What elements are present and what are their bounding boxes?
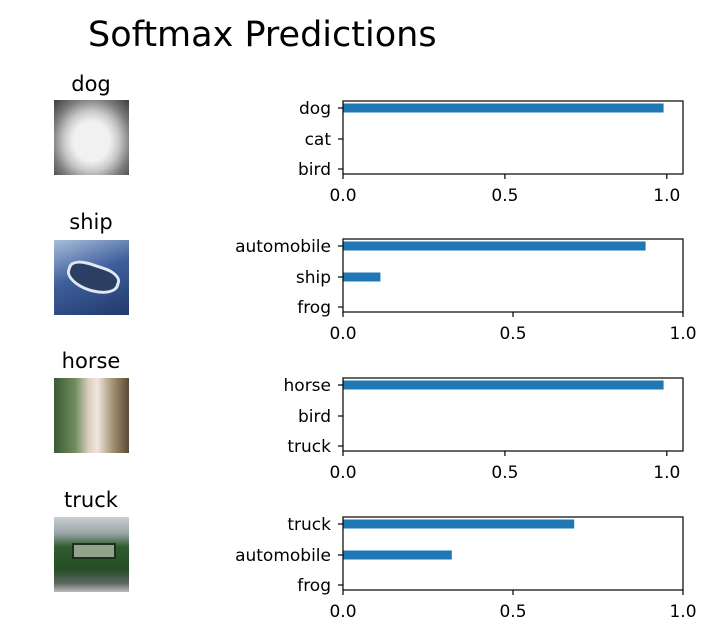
y-tick-label: bird [298, 160, 331, 180]
bar-dog [343, 103, 664, 113]
x-tick-label: 0.0 [329, 324, 356, 344]
bar-ship [343, 272, 381, 282]
panel-1: ship automobile ship frog 0.0 0.5 1.0 [69, 210, 696, 344]
bar-automobile [343, 241, 646, 251]
y-tick-label: cat [305, 130, 332, 150]
horse-photo-icon [54, 378, 129, 453]
panel-3: truck truck automobile frog 0.0 0.5 1.0 [64, 488, 696, 622]
image-label: ship [69, 210, 112, 234]
y-tick-label: horse [284, 376, 331, 396]
y-tick-label: frog [297, 576, 331, 596]
x-tick-label: 1.0 [669, 602, 696, 622]
y-tick-label: automobile [235, 546, 331, 566]
panel-2: horse horse bird truck 0.0 0.5 1.0 [62, 349, 684, 483]
y-tick-label: ship [296, 268, 331, 288]
y-tick-label: bird [298, 407, 331, 427]
x-tick-label: 0.0 [329, 602, 356, 622]
axes-frame [342, 100, 684, 175]
panel-0: dog dog cat bird 0.0 0.5 1.0 [71, 72, 684, 206]
truck-photo-icon [54, 517, 129, 592]
bar-horse [343, 380, 664, 390]
figure-title: Softmax Predictions [88, 15, 437, 55]
x-tick-label: 0.0 [329, 463, 356, 483]
x-tick-label: 1.0 [653, 186, 680, 206]
x-tick-label: 0.5 [499, 602, 526, 622]
bar-automobile [343, 550, 452, 560]
axes-frame [342, 377, 684, 452]
y-tick-label: truck [287, 437, 331, 457]
y-tick-label: frog [297, 298, 331, 318]
x-tick-label: 0.5 [491, 186, 518, 206]
x-tick-label: 0.0 [329, 186, 356, 206]
y-tick-label: automobile [235, 237, 331, 257]
dog-photo-icon [54, 100, 129, 175]
image-label: truck [64, 488, 119, 512]
boat-photo-icon [54, 240, 129, 315]
y-tick-label: truck [287, 515, 331, 535]
image-label: horse [62, 349, 121, 373]
x-tick-label: 1.0 [653, 463, 680, 483]
x-tick-label: 0.5 [499, 324, 526, 344]
y-tick-label: dog [299, 99, 331, 119]
x-tick-label: 0.5 [491, 463, 518, 483]
image-label: dog [71, 72, 111, 96]
x-tick-label: 1.0 [669, 324, 696, 344]
bar-truck [343, 519, 575, 529]
